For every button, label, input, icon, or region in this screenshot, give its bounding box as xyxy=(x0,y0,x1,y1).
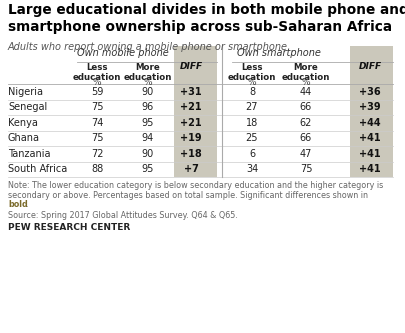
Text: DIFF: DIFF xyxy=(358,62,382,71)
Text: +44: +44 xyxy=(359,118,381,128)
Text: 95: 95 xyxy=(142,118,154,128)
Text: +41: +41 xyxy=(359,164,381,174)
Text: .: . xyxy=(25,200,28,209)
Text: +7: +7 xyxy=(183,164,198,174)
Text: 94: 94 xyxy=(142,133,154,143)
Bar xyxy=(174,46,217,84)
Text: 96: 96 xyxy=(142,102,154,112)
Text: 44: 44 xyxy=(300,87,312,97)
Text: Less
education: Less education xyxy=(73,63,121,82)
Bar xyxy=(350,46,393,84)
Text: More
education: More education xyxy=(124,63,172,82)
Text: +41: +41 xyxy=(359,133,381,143)
Text: 95: 95 xyxy=(142,164,154,174)
Text: 90: 90 xyxy=(142,149,154,159)
Text: Own smartphone: Own smartphone xyxy=(237,48,321,58)
Text: +31: +31 xyxy=(180,87,202,97)
Text: 25: 25 xyxy=(246,133,258,143)
Text: 66: 66 xyxy=(300,133,312,143)
Text: +36: +36 xyxy=(359,87,381,97)
Text: 8: 8 xyxy=(249,87,255,97)
Text: 75: 75 xyxy=(300,164,312,174)
Text: +41: +41 xyxy=(359,149,381,159)
Text: More
education: More education xyxy=(282,63,330,82)
Text: Note: The lower education category is below secondary education and the higher c: Note: The lower education category is be… xyxy=(8,181,383,190)
Text: %: % xyxy=(144,78,152,87)
Text: +39: +39 xyxy=(359,102,381,112)
Text: secondary or above. Percentages based on total sample. Significant differences s: secondary or above. Percentages based on… xyxy=(8,190,368,199)
Text: 90: 90 xyxy=(142,87,154,97)
Text: Large educational divides in both mobile phone and
smartphone ownership across s: Large educational divides in both mobile… xyxy=(8,3,405,34)
Bar xyxy=(350,84,393,177)
Text: Tanzania: Tanzania xyxy=(8,149,51,159)
Text: Senegal: Senegal xyxy=(8,102,47,112)
Text: 66: 66 xyxy=(300,102,312,112)
Text: Kenya: Kenya xyxy=(8,118,38,128)
Text: Nigeria: Nigeria xyxy=(8,87,43,97)
Text: +21: +21 xyxy=(180,102,202,112)
Text: 88: 88 xyxy=(91,164,103,174)
Text: 75: 75 xyxy=(91,102,103,112)
Text: South Africa: South Africa xyxy=(8,164,67,174)
Text: 6: 6 xyxy=(249,149,255,159)
Text: 34: 34 xyxy=(246,164,258,174)
Text: 59: 59 xyxy=(91,87,103,97)
Text: 27: 27 xyxy=(246,102,258,112)
Text: 47: 47 xyxy=(300,149,312,159)
Text: 18: 18 xyxy=(246,118,258,128)
Bar xyxy=(174,84,217,177)
Text: +21: +21 xyxy=(180,118,202,128)
Text: Source: Spring 2017 Global Attitudes Survey. Q64 & Q65.: Source: Spring 2017 Global Attitudes Sur… xyxy=(8,210,238,219)
Text: %: % xyxy=(248,78,256,87)
Text: %: % xyxy=(93,78,101,87)
Text: 75: 75 xyxy=(91,133,103,143)
Text: DIFF: DIFF xyxy=(179,62,202,71)
Text: Own mobile phone: Own mobile phone xyxy=(77,48,168,58)
Text: Ghana: Ghana xyxy=(8,133,40,143)
Text: bold: bold xyxy=(8,200,28,209)
Text: PEW RESEARCH CENTER: PEW RESEARCH CENTER xyxy=(8,223,130,232)
Text: 62: 62 xyxy=(300,118,312,128)
Text: %: % xyxy=(302,78,310,87)
Text: Adults who report owning a mobile phone or smartphone: Adults who report owning a mobile phone … xyxy=(8,42,288,52)
Text: 72: 72 xyxy=(91,149,103,159)
Text: 74: 74 xyxy=(91,118,103,128)
Text: Less
education: Less education xyxy=(228,63,276,82)
Text: +18: +18 xyxy=(180,149,202,159)
Text: +19: +19 xyxy=(180,133,202,143)
